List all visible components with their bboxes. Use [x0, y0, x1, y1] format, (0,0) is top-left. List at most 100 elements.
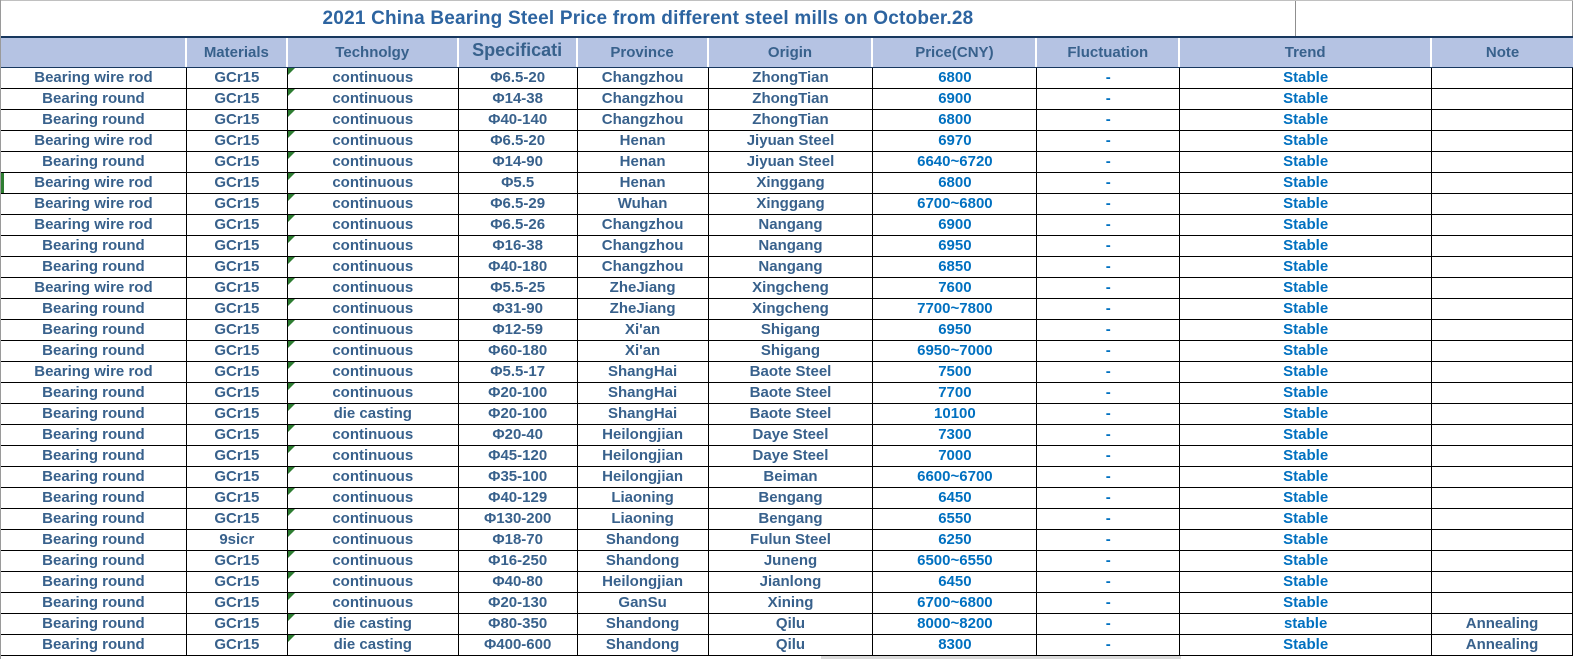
- cell-note[interactable]: [1432, 467, 1573, 488]
- cell-product[interactable]: Bearing round: [1, 341, 187, 362]
- cell-note[interactable]: [1432, 89, 1573, 110]
- cell-origin[interactable]: Jiyuan Steel: [708, 131, 874, 152]
- cell-fluctuation[interactable]: -: [1037, 446, 1181, 467]
- cell-origin[interactable]: Baote Steel: [708, 383, 874, 404]
- cell-province[interactable]: Changzhou: [577, 236, 709, 257]
- cell-product[interactable]: Bearing round: [1, 530, 187, 551]
- cell-origin[interactable]: Qilu: [708, 614, 874, 635]
- cell-specification[interactable]: Φ40-180: [458, 257, 578, 278]
- cell-technology[interactable]: continuous: [287, 278, 459, 299]
- cell-fluctuation[interactable]: -: [1037, 110, 1181, 131]
- cell-fluctuation[interactable]: -: [1037, 509, 1181, 530]
- cell-trend[interactable]: Stable: [1180, 404, 1433, 425]
- cell-trend[interactable]: Stable: [1180, 446, 1433, 467]
- cell-specification[interactable]: Φ20-130: [458, 593, 578, 614]
- cell-note[interactable]: [1432, 488, 1573, 509]
- cell-price[interactable]: 8000~8200: [873, 614, 1038, 635]
- cell-materials[interactable]: GCr15: [186, 152, 288, 173]
- cell-origin[interactable]: Xining: [708, 593, 874, 614]
- cell-materials[interactable]: GCr15: [186, 320, 288, 341]
- cell-technology[interactable]: continuous: [287, 110, 459, 131]
- cell-product[interactable]: Bearing round: [1, 551, 187, 572]
- cell-trend[interactable]: Stable: [1180, 257, 1433, 278]
- cell-trend[interactable]: Stable: [1180, 593, 1433, 614]
- cell-note[interactable]: [1432, 593, 1573, 614]
- cell-fluctuation[interactable]: -: [1037, 257, 1181, 278]
- cell-note[interactable]: [1432, 320, 1573, 341]
- cell-materials[interactable]: GCr15: [186, 173, 288, 194]
- cell-product[interactable]: Bearing wire rod: [1, 278, 187, 299]
- cell-product[interactable]: Bearing round: [1, 509, 187, 530]
- cell-fluctuation[interactable]: -: [1037, 299, 1181, 320]
- cell-price[interactable]: 6700~6800: [873, 194, 1038, 215]
- cell-origin[interactable]: Baote Steel: [708, 362, 874, 383]
- cell-materials[interactable]: GCr15: [186, 572, 288, 593]
- column-header-origin[interactable]: Origin: [709, 38, 874, 67]
- cell-fluctuation[interactable]: -: [1037, 572, 1181, 593]
- cell-technology[interactable]: continuous: [287, 215, 459, 236]
- cell-note[interactable]: [1432, 341, 1573, 362]
- cell-origin[interactable]: Daye Steel: [708, 446, 874, 467]
- cell-materials[interactable]: GCr15: [186, 488, 288, 509]
- cell-note[interactable]: [1432, 152, 1573, 173]
- table-title[interactable]: 2021 China Bearing Steel Price from diff…: [1, 1, 1296, 36]
- cell-specification[interactable]: Φ130-200: [458, 509, 578, 530]
- cell-specification[interactable]: Φ6.5-20: [458, 131, 578, 152]
- cell-technology[interactable]: continuous: [287, 530, 459, 551]
- cell-specification[interactable]: Φ20-40: [458, 425, 578, 446]
- cell-specification[interactable]: Φ5.5-17: [458, 362, 578, 383]
- cell-specification[interactable]: Φ5.5: [458, 173, 578, 194]
- cell-materials[interactable]: GCr15: [186, 467, 288, 488]
- cell-price[interactable]: 6500~6550: [873, 551, 1038, 572]
- cell-origin[interactable]: Daye Steel: [708, 425, 874, 446]
- cell-product[interactable]: Bearing round: [1, 236, 187, 257]
- cell-note[interactable]: [1432, 530, 1573, 551]
- cell-note[interactable]: [1432, 257, 1573, 278]
- cell-price[interactable]: 6970: [873, 131, 1038, 152]
- column-header-product[interactable]: [1, 38, 187, 67]
- cell-price[interactable]: 6850: [873, 257, 1038, 278]
- cell-origin[interactable]: ZhongTian: [708, 110, 874, 131]
- cell-note[interactable]: [1432, 194, 1573, 215]
- cell-technology[interactable]: continuous: [287, 341, 459, 362]
- cell-fluctuation[interactable]: -: [1037, 341, 1181, 362]
- cell-note[interactable]: [1432, 425, 1573, 446]
- cell-province[interactable]: Heilongjian: [577, 446, 709, 467]
- cell-note[interactable]: [1432, 572, 1573, 593]
- cell-specification[interactable]: Φ14-90: [458, 152, 578, 173]
- cell-materials[interactable]: GCr15: [186, 383, 288, 404]
- cell-origin[interactable]: Nangang: [708, 236, 874, 257]
- cell-origin[interactable]: Xinggang: [708, 194, 874, 215]
- cell-fluctuation[interactable]: -: [1037, 551, 1181, 572]
- cell-province[interactable]: Changzhou: [577, 110, 709, 131]
- cell-product[interactable]: Bearing wire rod: [1, 131, 187, 152]
- column-header-specification[interactable]: Specificati: [459, 38, 578, 67]
- cell-price[interactable]: 7000: [873, 446, 1038, 467]
- cell-origin[interactable]: Baote Steel: [708, 404, 874, 425]
- cell-province[interactable]: Xi'an: [577, 341, 709, 362]
- cell-origin[interactable]: Bengang: [708, 509, 874, 530]
- cell-province[interactable]: Shandong: [577, 635, 709, 656]
- cell-price[interactable]: 10100: [873, 404, 1038, 425]
- cell-province[interactable]: ZheJiang: [577, 299, 709, 320]
- cell-note[interactable]: [1432, 215, 1573, 236]
- cell-province[interactable]: Henan: [577, 131, 709, 152]
- cell-fluctuation[interactable]: -: [1037, 383, 1181, 404]
- cell-materials[interactable]: GCr15: [186, 341, 288, 362]
- cell-province[interactable]: ZheJiang: [577, 278, 709, 299]
- cell-trend[interactable]: Stable: [1180, 488, 1433, 509]
- cell-technology[interactable]: continuous: [287, 572, 459, 593]
- cell-specification[interactable]: Φ16-250: [458, 551, 578, 572]
- cell-note[interactable]: [1432, 68, 1573, 89]
- cell-province[interactable]: Changzhou: [577, 89, 709, 110]
- cell-note[interactable]: [1432, 299, 1573, 320]
- cell-technology[interactable]: continuous: [287, 509, 459, 530]
- column-header-technology[interactable]: Technolgy: [288, 38, 459, 67]
- cell-province[interactable]: Heilongjian: [577, 467, 709, 488]
- cell-origin[interactable]: Fulun Steel: [708, 530, 874, 551]
- cell-origin[interactable]: Qilu: [708, 635, 874, 656]
- cell-product[interactable]: Bearing wire rod: [1, 362, 187, 383]
- cell-materials[interactable]: GCr15: [186, 68, 288, 89]
- cell-trend[interactable]: Stable: [1180, 173, 1433, 194]
- cell-materials[interactable]: GCr15: [186, 131, 288, 152]
